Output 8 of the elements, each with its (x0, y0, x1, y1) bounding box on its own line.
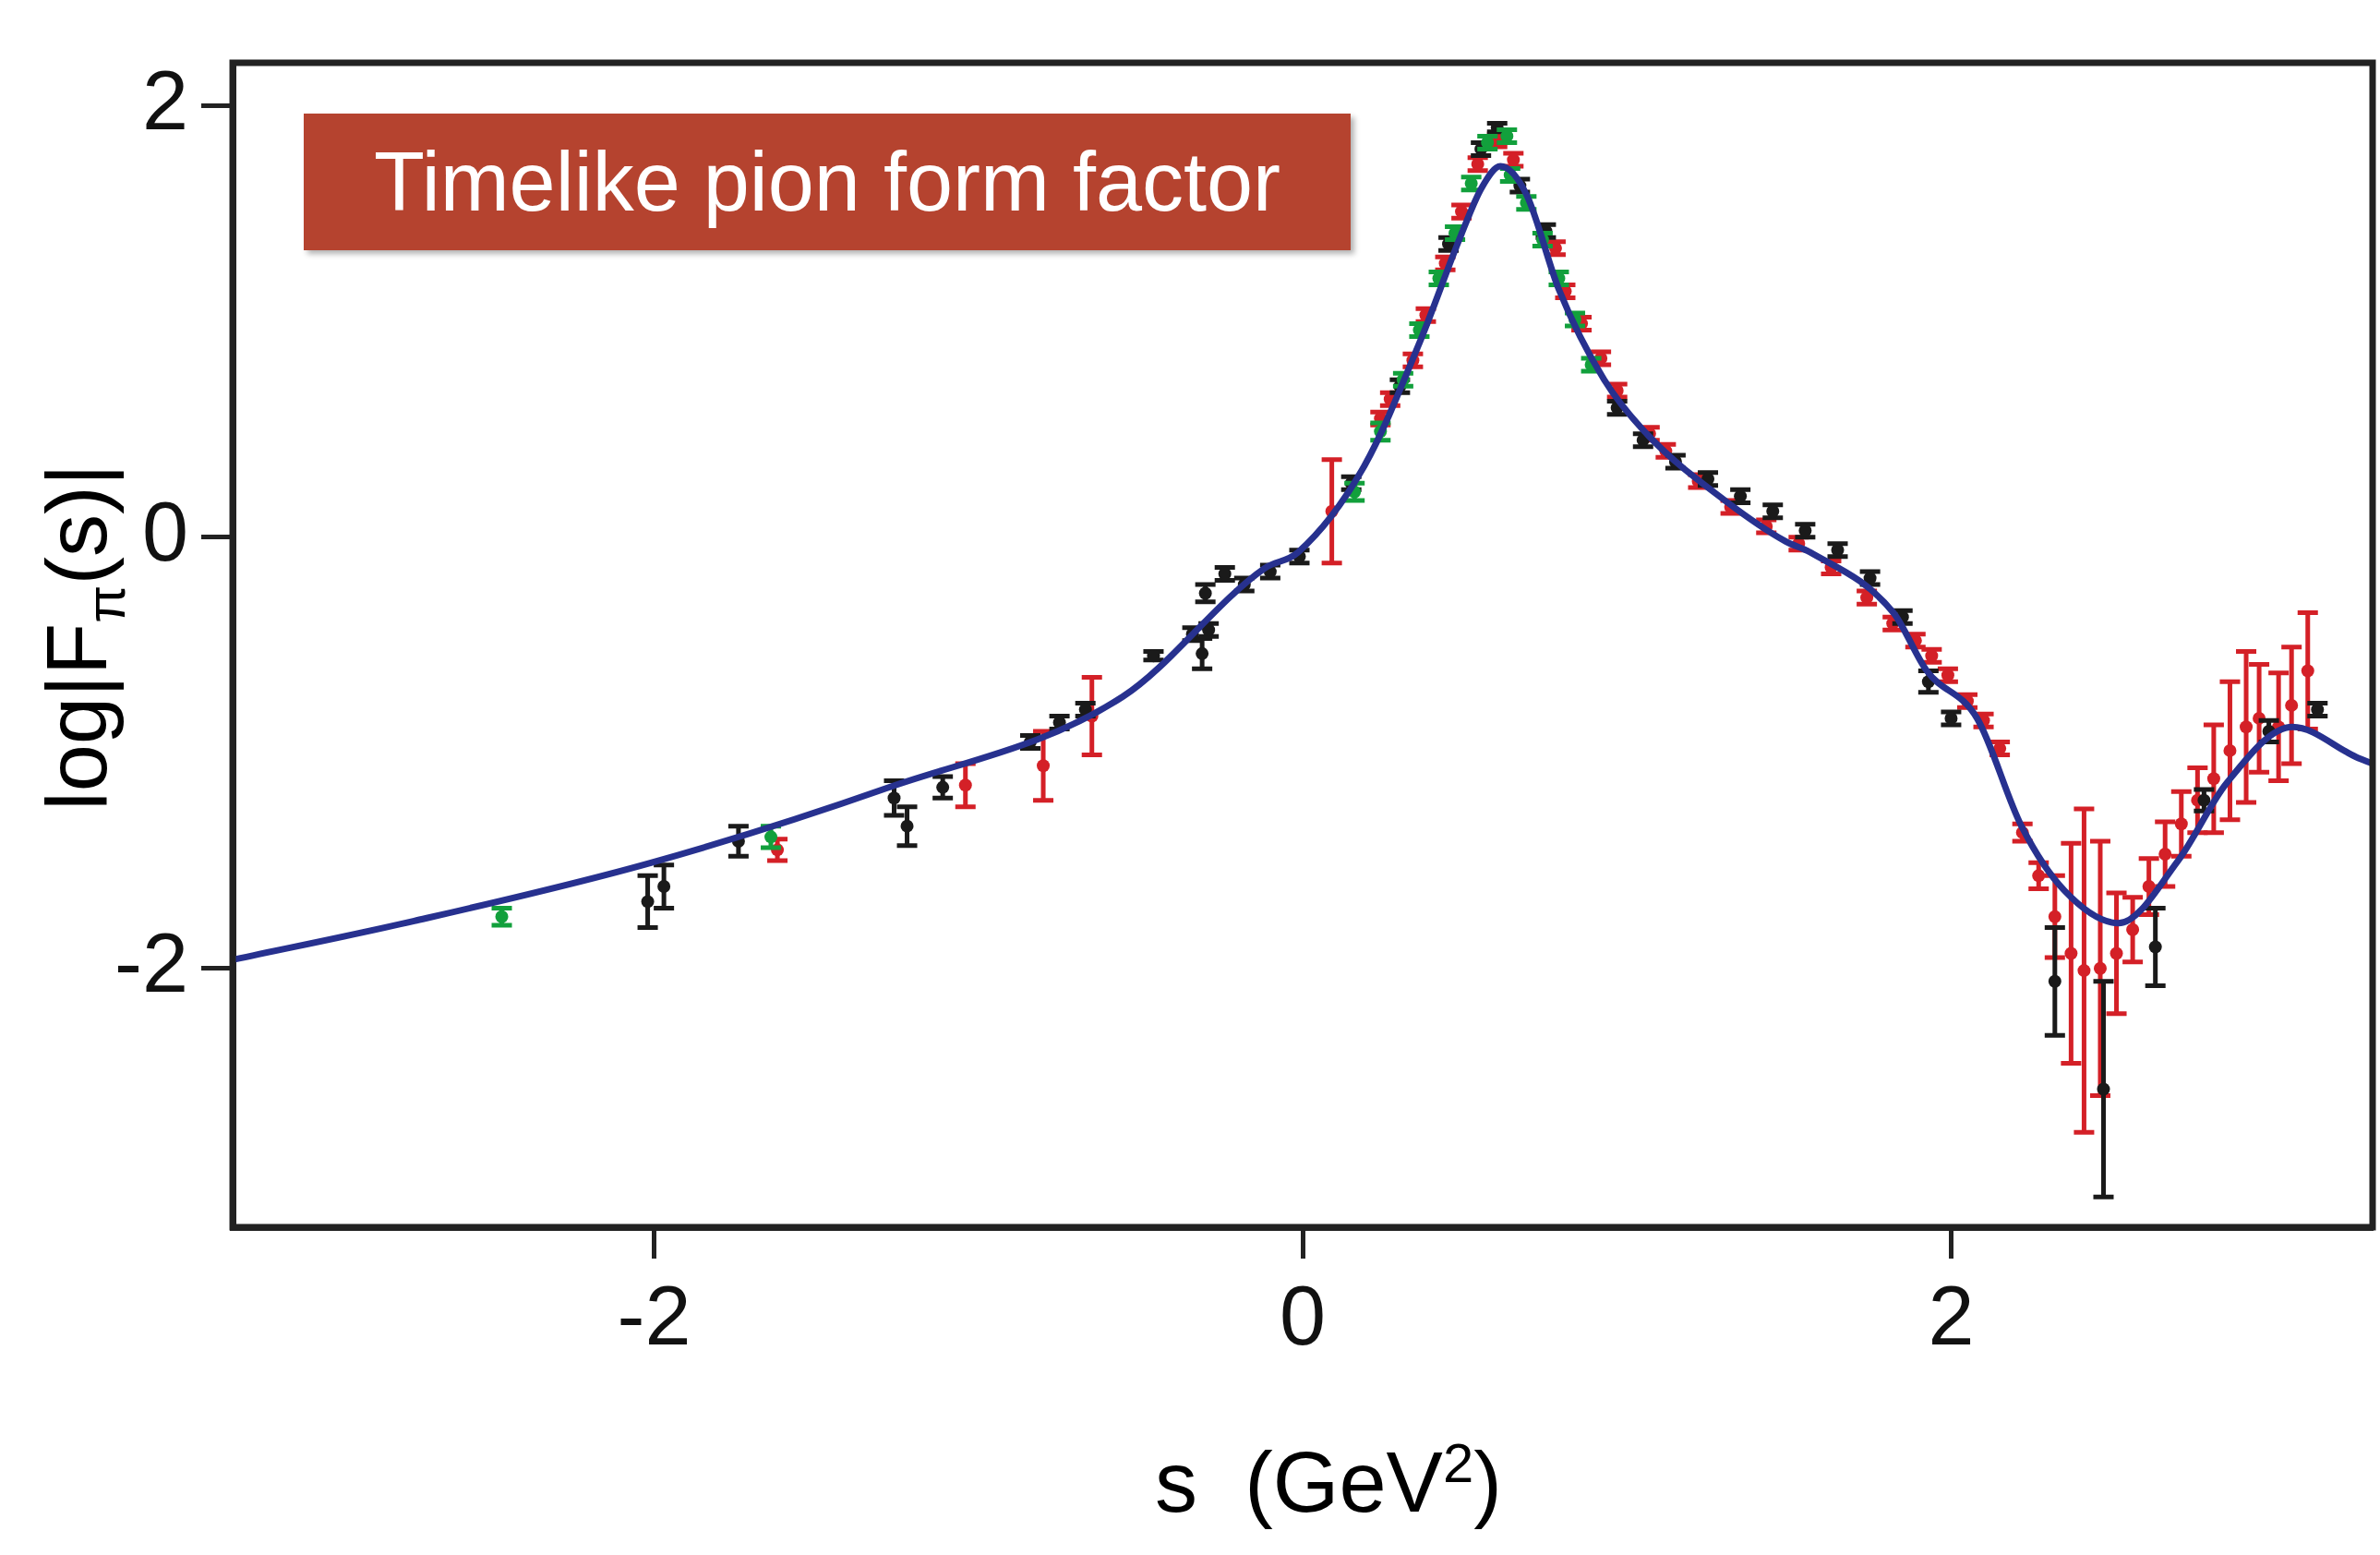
x-tick-label: 2 (1928, 1269, 1975, 1362)
y-tick-label: -2 (114, 916, 189, 1009)
x-tick-label: 0 (1279, 1269, 1327, 1362)
x-axis-title: s (GeV$^{2}$) (1154, 1431, 1503, 1531)
y-tick-label: 0 (141, 485, 189, 578)
x-tick-label: -2 (617, 1269, 691, 1362)
y-tick-label: 2 (141, 54, 189, 147)
text: Timelike pion form factor (304, 114, 1351, 250)
